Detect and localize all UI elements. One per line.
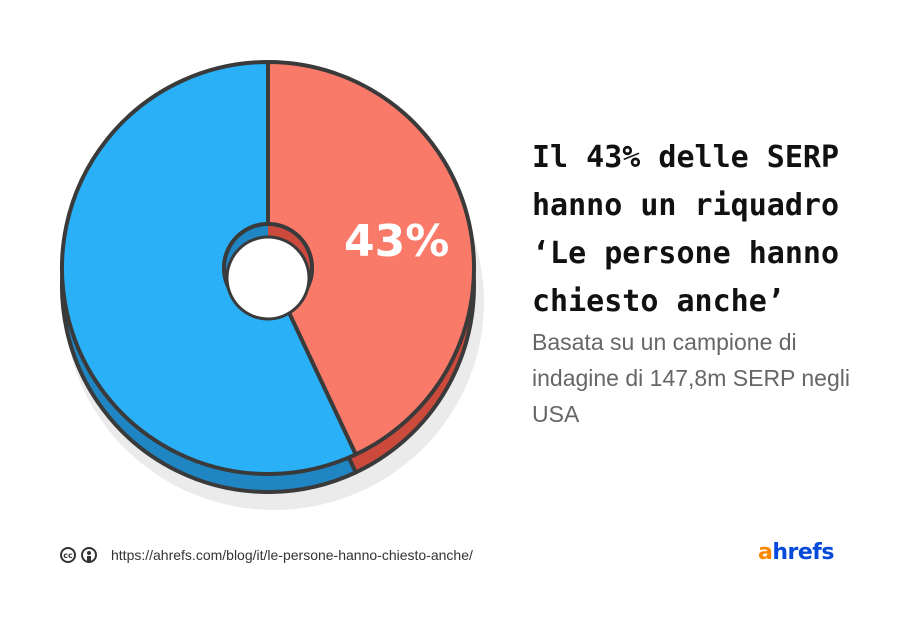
attribution-icon <box>81 547 97 563</box>
headline-line: ‘Le persone hanno <box>532 236 840 271</box>
logo-a: a <box>758 540 773 565</box>
cc-icon: cc <box>60 547 76 563</box>
subtext: Basata su un campione di indagine di 147… <box>532 329 850 427</box>
headline-line: chiesto anche’ <box>532 284 785 319</box>
donut-chart: 43% <box>60 60 484 510</box>
hole-opening <box>225 235 311 321</box>
headline: Il 43% delle SERP hanno un riquadro ‘Le … <box>532 134 882 326</box>
logo-rest: hrefs <box>772 540 834 565</box>
data-label: 43% <box>344 216 449 267</box>
headline-line: Il 43% delle SERP <box>532 140 840 175</box>
headline-line: hanno un riquadro <box>532 188 840 223</box>
source-url[interactable]: https://ahrefs.com/blog/it/le-persone-ha… <box>111 547 473 563</box>
footer: cc https://ahrefs.com/blog/it/le-persone… <box>60 543 473 567</box>
ahrefs-logo: ahrefs <box>758 540 834 565</box>
